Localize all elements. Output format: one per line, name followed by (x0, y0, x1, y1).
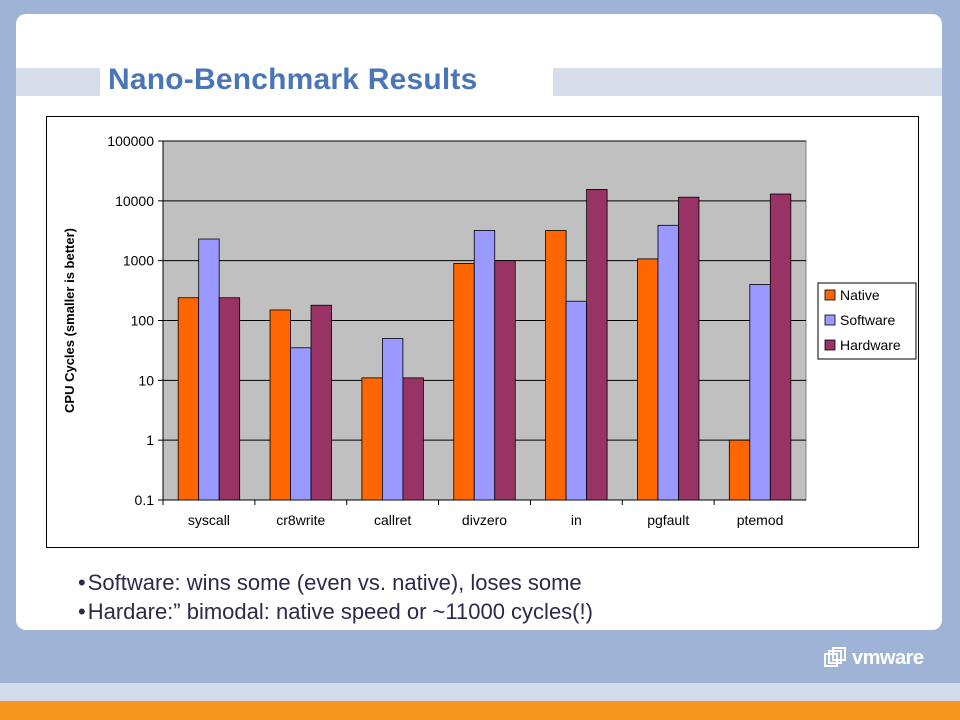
bar-native-ptemod (728, 439, 751, 501)
bar-hardware-cr8write (310, 304, 332, 501)
bar-hardware-in (586, 189, 608, 501)
slide-title: Nano-Benchmark Results (108, 63, 478, 96)
bar-software-ptemod (749, 284, 771, 501)
bar-native-callret (361, 377, 383, 501)
x-tick-label: ptemod (737, 512, 784, 528)
legend-swatch-native (824, 289, 836, 301)
bar-native-syscall (177, 297, 200, 501)
legend-label-software: Software (840, 312, 895, 328)
y-tick-label: 100 (131, 313, 155, 329)
title-band-left (16, 68, 100, 96)
bar-native-divzero (453, 263, 475, 501)
y-tick-label: 10 (138, 372, 154, 388)
y-tick-label: 10000 (115, 193, 154, 209)
footer-accent-bar (0, 701, 960, 720)
bar-native-cr8write (269, 309, 291, 501)
x-tick-label: cr8write (276, 512, 325, 528)
vmware-logo: vmware (824, 645, 924, 671)
bar-hardware-ptemod (769, 193, 792, 501)
bullet-item-software: Software: wins some (even vs. native), l… (78, 568, 593, 597)
y-tick-label: 100000 (107, 133, 154, 149)
bar-software-in (565, 300, 588, 501)
legend-swatch-hardware (824, 339, 836, 351)
bar-hardware-pgfault (678, 196, 700, 501)
bar-software-callret (381, 338, 404, 501)
legend-label-native: Native (840, 287, 880, 303)
x-tick-label: callret (374, 512, 411, 528)
bar-software-syscall (198, 238, 220, 501)
bullet-item-hardware: Hardare:” bimodal: native speed or ~1100… (78, 597, 593, 626)
y-tick-label: 1000 (123, 253, 154, 269)
bar-native-pgfault (637, 258, 659, 501)
bar-hardware-callret (402, 377, 424, 501)
bar-software-cr8write (290, 347, 312, 501)
bar-software-divzero (473, 230, 496, 501)
title-band-right (553, 68, 942, 96)
legend-label-hardware: Hardware (840, 337, 901, 353)
x-tick-label: syscall (188, 512, 230, 528)
x-tick-label: pgfault (647, 512, 689, 528)
bullet-list: Software: wins some (even vs. native), l… (78, 568, 593, 626)
bar-hardware-divzero (494, 260, 516, 501)
x-tick-label: divzero (462, 512, 507, 528)
chart-area: 100000 10000 1000 100 10 1 0.1 CPU Cycles (smal… (46, 116, 919, 548)
legend-swatch-software (824, 314, 836, 326)
bar-native-in (545, 230, 567, 501)
y-tick-label: 0.1 (135, 492, 155, 508)
bar-software-pgfault (657, 224, 679, 501)
x-tick-label: in (571, 512, 582, 528)
y-axis-label: CPU Cycles (smaller is better) (62, 228, 77, 413)
bar-chart: 100000 10000 1000 100 10 1 0.1 CPU Cycles (smal… (62, 133, 917, 528)
footer-strip (0, 683, 960, 701)
vmware-logo-text: vmware (852, 646, 924, 669)
bar-hardware-syscall (218, 297, 241, 501)
vmware-logo-icon (824, 647, 846, 669)
y-tick-label: 1 (146, 432, 154, 448)
